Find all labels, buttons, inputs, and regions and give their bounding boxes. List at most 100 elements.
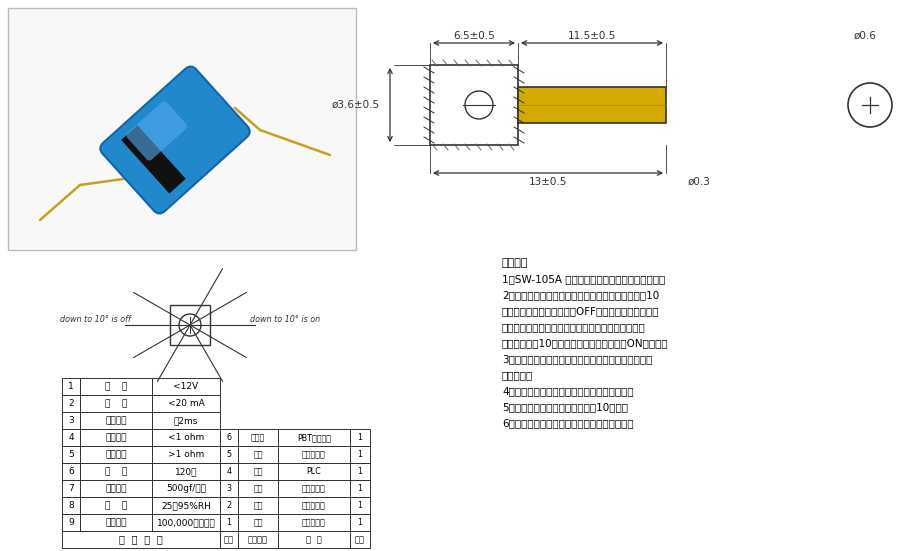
Text: 2，当产品向导电端（无脚端）倒斜、倒斜角度大于10: 2，当产品向导电端（无脚端）倒斜、倒斜角度大于10 (502, 290, 659, 300)
Text: >1 ohm: >1 ohm (168, 450, 205, 459)
Text: 3: 3 (68, 416, 74, 425)
Bar (62, 480, 80, 497)
Bar (278, 497, 350, 514)
Bar (152, 412, 220, 429)
Text: 5: 5 (68, 450, 74, 459)
Bar (238, 480, 278, 497)
Bar (80, 497, 152, 514)
Bar (350, 480, 370, 497)
Bar (62, 412, 80, 429)
Bar (62, 463, 80, 480)
Text: 黄钓，镑锥: 黄钓，镑锥 (302, 518, 326, 527)
Text: 1: 1 (358, 501, 362, 510)
Bar (350, 531, 370, 548)
Text: 6: 6 (68, 467, 74, 476)
Bar (220, 463, 238, 480)
Text: ø0.3: ø0.3 (688, 177, 711, 187)
Text: 4: 4 (68, 433, 74, 442)
Text: 120度: 120度 (174, 467, 197, 476)
Text: 滚珠: 滚珠 (253, 484, 263, 493)
Text: 5，在正常情况下，开关寿命可达10万次。: 5，在正常情况下，开关寿命可达10万次。 (502, 402, 628, 412)
Text: 3，水平放置时，晃动可易触发；无脚端向下时，晃动: 3，水平放置时，晃动可易触发；无脚端向下时，晃动 (502, 354, 653, 364)
Bar (350, 446, 370, 463)
Text: 13±0.5: 13±0.5 (529, 177, 567, 187)
Text: 弹簧: 弹簧 (253, 450, 263, 459)
Text: 500gf/分钟: 500gf/分钟 (166, 484, 206, 493)
Text: 开路电阵: 开路电阵 (105, 450, 127, 459)
Text: 1，SW-105A 为液珠型单方向倒斜感应触发开关。: 1，SW-105A 为液珠型单方向倒斜感应触发开关。 (502, 274, 666, 284)
Bar (80, 412, 152, 429)
Bar (238, 497, 278, 514)
Bar (80, 463, 152, 480)
Text: 1: 1 (358, 484, 362, 493)
Text: 6: 6 (226, 433, 232, 442)
Text: 不易触发。: 不易触发。 (502, 370, 533, 380)
Text: 操作寿命: 操作寿命 (105, 518, 127, 527)
Text: 数量: 数量 (355, 535, 365, 544)
Bar (238, 514, 278, 531)
Text: 产品特性: 产品特性 (502, 258, 529, 268)
Text: 湿    度: 湿 度 (105, 501, 127, 510)
Text: 11.5±0.5: 11.5±0.5 (568, 31, 616, 41)
Bar (152, 514, 220, 531)
Text: <12V: <12V (173, 382, 198, 391)
Text: 4，本规格产品为完全密封装，可防水，防尘。: 4，本规格产品为完全密封装，可防水，防尘。 (502, 386, 634, 396)
Bar (80, 446, 152, 463)
Bar (62, 446, 80, 463)
Bar (80, 514, 152, 531)
Text: 4: 4 (226, 467, 232, 476)
Text: 材  质: 材 质 (306, 535, 322, 544)
Text: 闭路电阵: 闭路电阵 (105, 433, 127, 442)
Text: 产  品  特  性: 产 品 特 性 (119, 534, 163, 544)
Text: down to 10° is off: down to 10° is off (59, 316, 131, 325)
Text: PLC: PLC (307, 467, 321, 476)
Text: 约2ms: 约2ms (173, 416, 198, 425)
Bar (62, 514, 80, 531)
Text: 热缩管: 热缩管 (251, 433, 265, 442)
Bar (350, 514, 370, 531)
Bar (152, 497, 220, 514)
Text: 1: 1 (358, 467, 362, 476)
Text: 2: 2 (68, 399, 74, 408)
Text: 1: 1 (358, 518, 362, 527)
Text: 倒斜角度大于10度角时，产品处于闭路，（ON）状态。: 倒斜角度大于10度角时，产品处于闭路，（ON）状态。 (502, 338, 668, 348)
Text: <1 ohm: <1 ohm (168, 433, 205, 442)
Bar (350, 497, 370, 514)
Bar (220, 531, 238, 548)
Bar (518, 87, 666, 123)
Bar (238, 463, 278, 480)
Bar (350, 429, 370, 446)
Bar (220, 480, 238, 497)
Text: 2: 2 (226, 501, 232, 510)
Text: 9: 9 (68, 518, 74, 527)
Text: 25～95%RH: 25～95%RH (161, 501, 211, 510)
Text: 磷钓，镑锡: 磷钓，镑锡 (302, 450, 326, 459)
Bar (80, 378, 152, 395)
Bar (170, 305, 210, 345)
Bar (8, 8, 356, 250)
Bar (220, 446, 238, 463)
Text: 6.5±0.5: 6.5±0.5 (453, 31, 495, 41)
Text: 度角时，产品处于开路，（OFF）状态；当产品水平状: 度角时，产品处于开路，（OFF）状态；当产品水平状 (502, 306, 659, 316)
Text: 钳管: 钳管 (253, 518, 263, 527)
Text: 黄钓，镑金: 黄钓，镑金 (302, 501, 326, 510)
Bar (350, 463, 370, 480)
Bar (220, 429, 238, 446)
Bar (220, 514, 238, 531)
Text: ø0.6: ø0.6 (854, 31, 876, 41)
Bar (430, 65, 518, 145)
Bar (278, 463, 350, 480)
Text: 1: 1 (358, 433, 362, 442)
Bar (238, 531, 278, 548)
Bar (238, 429, 278, 446)
Bar (152, 378, 220, 395)
Bar (62, 429, 80, 446)
Bar (152, 480, 220, 497)
Bar (278, 531, 350, 548)
Bar (62, 378, 80, 395)
Text: 黄钓，镑锥: 黄钓，镑锥 (302, 484, 326, 493)
Text: 5: 5 (226, 450, 232, 459)
Text: <20 mA: <20 mA (168, 399, 205, 408)
Bar (152, 463, 220, 480)
Bar (152, 429, 220, 446)
